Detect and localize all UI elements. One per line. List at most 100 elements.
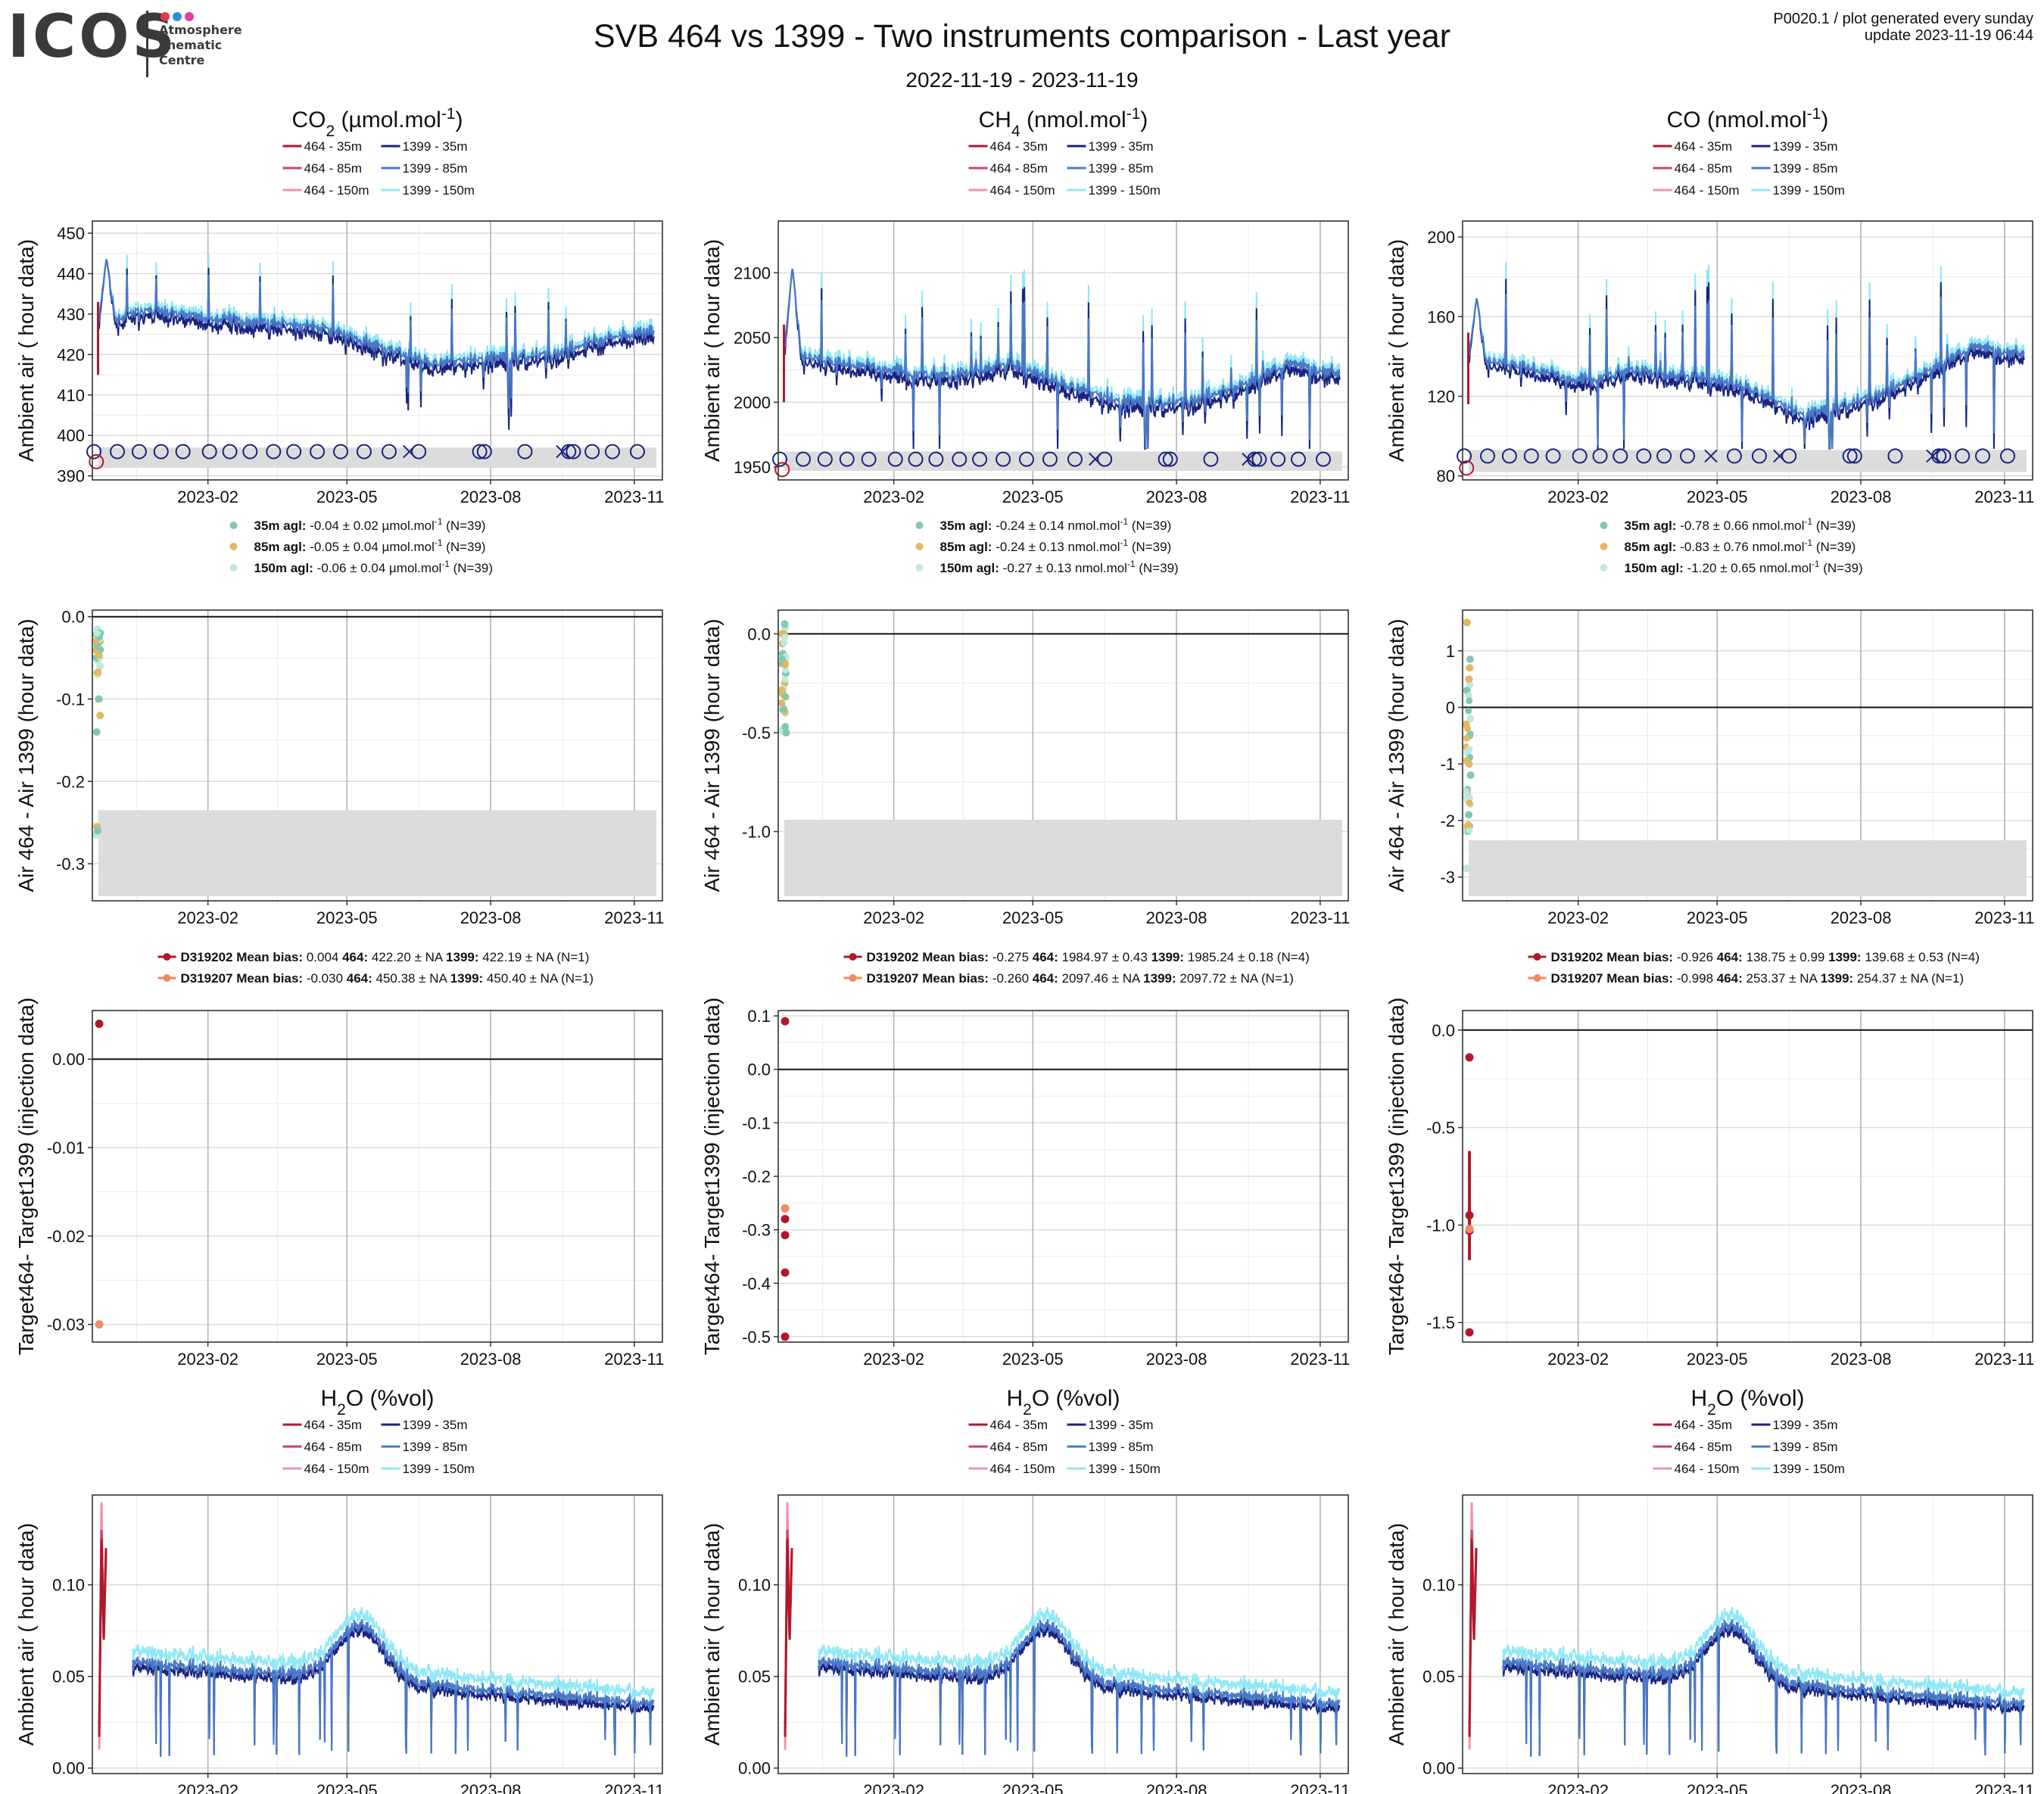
- r0c0-x-tick-label: 2023-08: [460, 487, 522, 506]
- r3c2-y-tick-label: 0.05: [1422, 1668, 1455, 1687]
- r2c1-y-tick-label: -0.4: [742, 1274, 771, 1293]
- r0c2-y-axis-label: Ambient air ( hour data): [1385, 239, 1408, 462]
- r2c0-panel-border: [92, 1010, 663, 1343]
- r3c0-x-tick-label: 2023-11: [604, 1781, 664, 1794]
- c2-top-legend-label: 464 - 35m: [1675, 139, 1733, 154]
- c1-calibration-marker: [1270, 451, 1286, 467]
- r0c0-y-tick-label: 390: [57, 467, 85, 486]
- c2-difference-point: [1465, 692, 1472, 699]
- r2c2-y-tick-label: 0.0: [1432, 1021, 1455, 1040]
- c1-calibration-marker: [796, 451, 812, 467]
- c2-h2o-series-1399-85m: [1502, 1618, 2025, 1757]
- c0-difference-point: [94, 643, 101, 650]
- r1c0-x-tick-label: 2023-11: [604, 908, 664, 927]
- r1c2-y-tick-label: 0: [1446, 698, 1455, 717]
- c1-calibration-marker: [839, 451, 855, 467]
- c1-h2o-legend-label: 464 - 85m: [990, 1440, 1048, 1454]
- c1-calibration-marker: [1251, 451, 1267, 467]
- r3c0-y-tick-label: 0.00: [52, 1759, 85, 1778]
- r1c2-x-tick-label: 2023-08: [1831, 908, 1892, 927]
- r2c1-x-tick-label: 2023-05: [1002, 1350, 1064, 1369]
- r0c1-panel-border: [777, 220, 1349, 481]
- c0-top-legend-label: 1399 - 35m: [403, 139, 468, 154]
- c0-calibration-marker: [242, 444, 258, 459]
- r2c0-y-tick-label: -0.01: [47, 1138, 85, 1157]
- r3c1-plot-panel: [778, 1495, 1348, 1774]
- r0c1-plot-panel: [778, 221, 1348, 480]
- r0c2-x-tick-label: 2023-08: [1831, 487, 1892, 506]
- c1-h2o-header: H2O (%vol): [1006, 1386, 1120, 1419]
- generation-note-line1: P0020.1 / plot generated every sunday: [1773, 11, 2033, 27]
- r3c2-x-tick-label: 2023-08: [1831, 1781, 1892, 1794]
- c2-calibration-marker: [1936, 448, 1952, 464]
- c1-calibration-marker: [772, 451, 788, 467]
- c1-h2o-legend-label: 464 - 150m: [990, 1462, 1055, 1476]
- c0-calibration-marker: [110, 444, 126, 459]
- c0-difference-band: [98, 810, 656, 896]
- r3c1-y-axis-label: Ambient air ( hour data): [700, 1523, 724, 1746]
- r1c2-x-tick-label: 2023-05: [1687, 908, 1748, 927]
- r2c0-x-tick-label: 2023-02: [177, 1350, 238, 1369]
- c0-stat-line: 35m agl: -0.04 ± 0.02 µmol.mol-1 (N=39): [254, 516, 486, 533]
- c2-calibration-marker: [1523, 448, 1539, 464]
- r3c0-y-axis-label: Ambient air ( hour data): [14, 1523, 38, 1746]
- r1c0-y-tick-label: 0.0: [61, 608, 85, 627]
- r1c0-y-tick-label: -0.2: [56, 772, 85, 791]
- c1-top-legend-label: 464 - 150m: [990, 183, 1055, 198]
- r1c2-panel-border: [1462, 609, 2033, 902]
- c1-difference-point: [781, 639, 788, 646]
- c2-calibration-marker: [1781, 448, 1797, 464]
- r0c2-y-tick-label: 160: [1427, 307, 1455, 326]
- c2-stat-key: [1600, 564, 1608, 572]
- c0-difference-point: [95, 695, 103, 703]
- c1-start-marker: [774, 462, 790, 478]
- c1-calibration-marker: [908, 451, 924, 467]
- r1c0-y-tick-label: -0.1: [56, 690, 85, 709]
- r2c1-y-tick-label: -0.1: [742, 1113, 771, 1132]
- c2-calibration-marker: [1572, 448, 1588, 464]
- r3c1-x-tick-label: 2023-08: [1146, 1781, 1207, 1794]
- c1-h2o-legend-label: 464 - 35m: [990, 1418, 1048, 1432]
- r0c2-y-tick-label: 80: [1437, 467, 1455, 486]
- c2-species-header: CO (nmol.mol-1): [1667, 105, 1829, 133]
- c1-difference-point: [777, 699, 786, 707]
- c2-top-legend-label: 1399 - 85m: [1773, 161, 1838, 176]
- r1c1-y-axis-label: Air 464 - Air 1399 (hour data): [700, 618, 724, 892]
- r3c2-y-tick-label: 0.10: [1422, 1576, 1455, 1595]
- c0-calibration-marker: [411, 444, 427, 459]
- r0c2-x-tick-label: 2023-11: [1974, 487, 2034, 506]
- c0-target-point-D319202: [95, 1020, 104, 1029]
- c2-h2o-legend-label: 464 - 85m: [1675, 1440, 1733, 1454]
- r1c1-y-tick-label: -1.0: [742, 823, 771, 842]
- r2c2-x-tick-label: 2023-11: [1974, 1350, 2034, 1369]
- c0-calibration-marker: [381, 444, 397, 459]
- c2-top-legend-label: 1399 - 150m: [1773, 183, 1845, 198]
- c0-target-point-D319207: [95, 1320, 104, 1329]
- c0-stat-key: [229, 564, 238, 572]
- c0-top-legend-label: 464 - 35m: [304, 139, 363, 154]
- c1-difference-point: [781, 662, 789, 669]
- r3c1-panel-border: [777, 1494, 1349, 1774]
- r3c2-y-tick-label: 0.00: [1422, 1759, 1455, 1778]
- c1-difference-point: [781, 620, 789, 628]
- r2c2-x-tick-label: 2023-05: [1687, 1350, 1748, 1369]
- c1-calibration-marker: [817, 451, 833, 467]
- r0c0-y-tick-label: 420: [57, 345, 85, 364]
- c2-target-line: D319202 Mean bias: -0.926 464: 138.75 ± …: [1551, 950, 1980, 964]
- r1c1-x-tick-label: 2023-08: [1146, 908, 1207, 927]
- r2c2-y-axis-label: Target464- Target1399 (injection data): [1385, 998, 1408, 1356]
- c0-target-key-dot: [163, 974, 171, 982]
- c2-stat-line: 85m agl: -0.83 ± 0.76 nmol.mol-1 (N=39): [1625, 537, 1856, 554]
- c1-top-legend-label: 1399 - 150m: [1089, 183, 1161, 198]
- c2-calibration-marker: [1545, 448, 1561, 464]
- c1-calibration-marker: [1203, 451, 1219, 467]
- r1c0-x-tick-label: 2023-02: [177, 908, 238, 927]
- c0-h2o-legend-label: 1399 - 150m: [403, 1462, 475, 1476]
- c1-stat-line: 85m agl: -0.24 ± 0.13 nmol.mol-1 (N=39): [940, 537, 1172, 554]
- r0c1-y-tick-label: 2050: [734, 329, 771, 347]
- c1-target-point-D319202: [781, 1017, 790, 1026]
- r0c2-panel-border: [1462, 220, 2033, 481]
- c2-target-point-D319202: [1465, 1328, 1474, 1337]
- c2-target-point-D319202: [1465, 1053, 1474, 1062]
- figure-title: SVB 464 vs 1399 - Two instruments compar…: [593, 18, 1451, 55]
